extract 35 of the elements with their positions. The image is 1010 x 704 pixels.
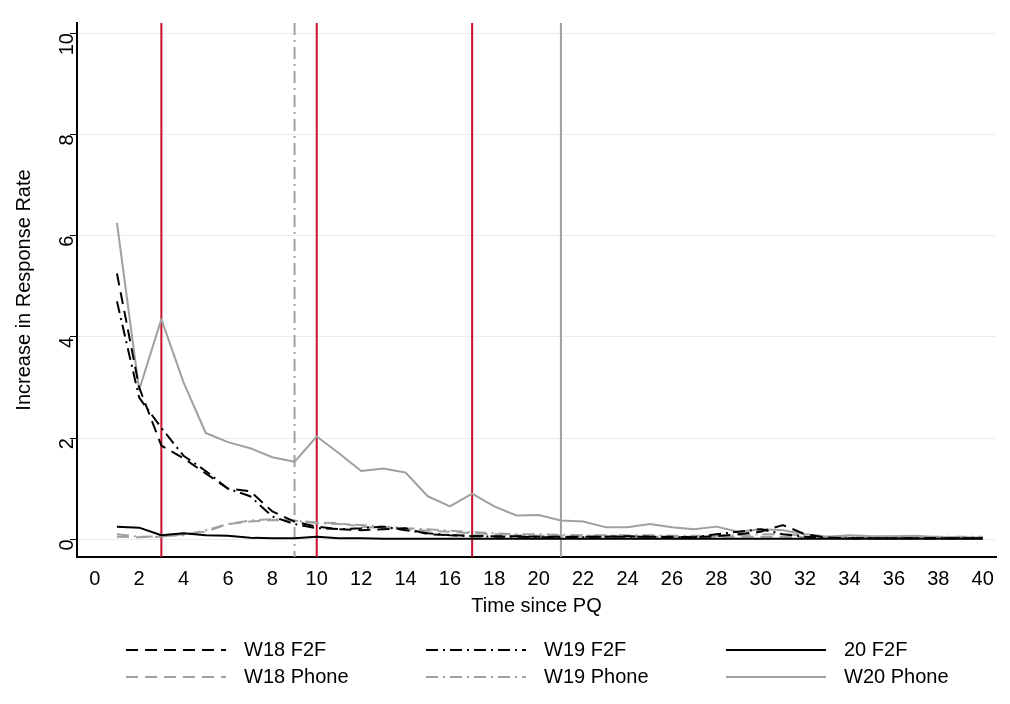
y-tick-label: 0 [54,539,77,551]
legend-label: W19 F2F [544,638,627,661]
y-tick-label: 8 [54,134,77,146]
legend-label: W18 Phone [244,665,349,688]
legend-label: W18 F2F [244,638,327,661]
legend-label: W20 Phone [844,665,949,688]
y-tick-label: 6 [54,235,77,247]
y-tick-label: 4 [54,336,77,348]
y-axis-title: Increase in Response Rate [11,169,34,411]
legend-label: 20 F2F [844,638,908,661]
legend-label: W19 Phone [544,665,649,688]
x-tick-label: 4 [177,566,190,589]
x-tick-label: 36 [882,566,906,589]
x-tick-label: 24 [616,566,639,589]
x-tick-label: 6 [222,566,234,589]
x-tick-label: 34 [838,566,861,589]
x-tick-label: 38 [927,566,950,589]
x-tick-label: 2 [133,566,145,589]
x-tick-label: 30 [749,566,772,589]
x-tick-label: 28 [705,566,728,589]
x-tick-label: 20 [527,566,550,589]
x-tick-label: 12 [350,566,373,589]
x-tick-label: 0 [89,566,101,589]
x-tick-label: 8 [266,566,278,589]
x-tick-label: 10 [305,566,328,589]
x-tick-label: 32 [793,566,817,589]
x-tick-label: 16 [438,566,462,589]
y-tick-label: 2 [54,438,77,450]
x-tick-label: 18 [483,566,506,589]
x-axis-title: Time since PQ [471,593,602,616]
x-tick-label: 14 [394,566,417,589]
x-tick-label: 40 [971,566,994,589]
y-tick-label: 10 [54,33,77,56]
x-tick-label: 22 [571,566,595,589]
x-tick-label: 26 [660,566,684,589]
